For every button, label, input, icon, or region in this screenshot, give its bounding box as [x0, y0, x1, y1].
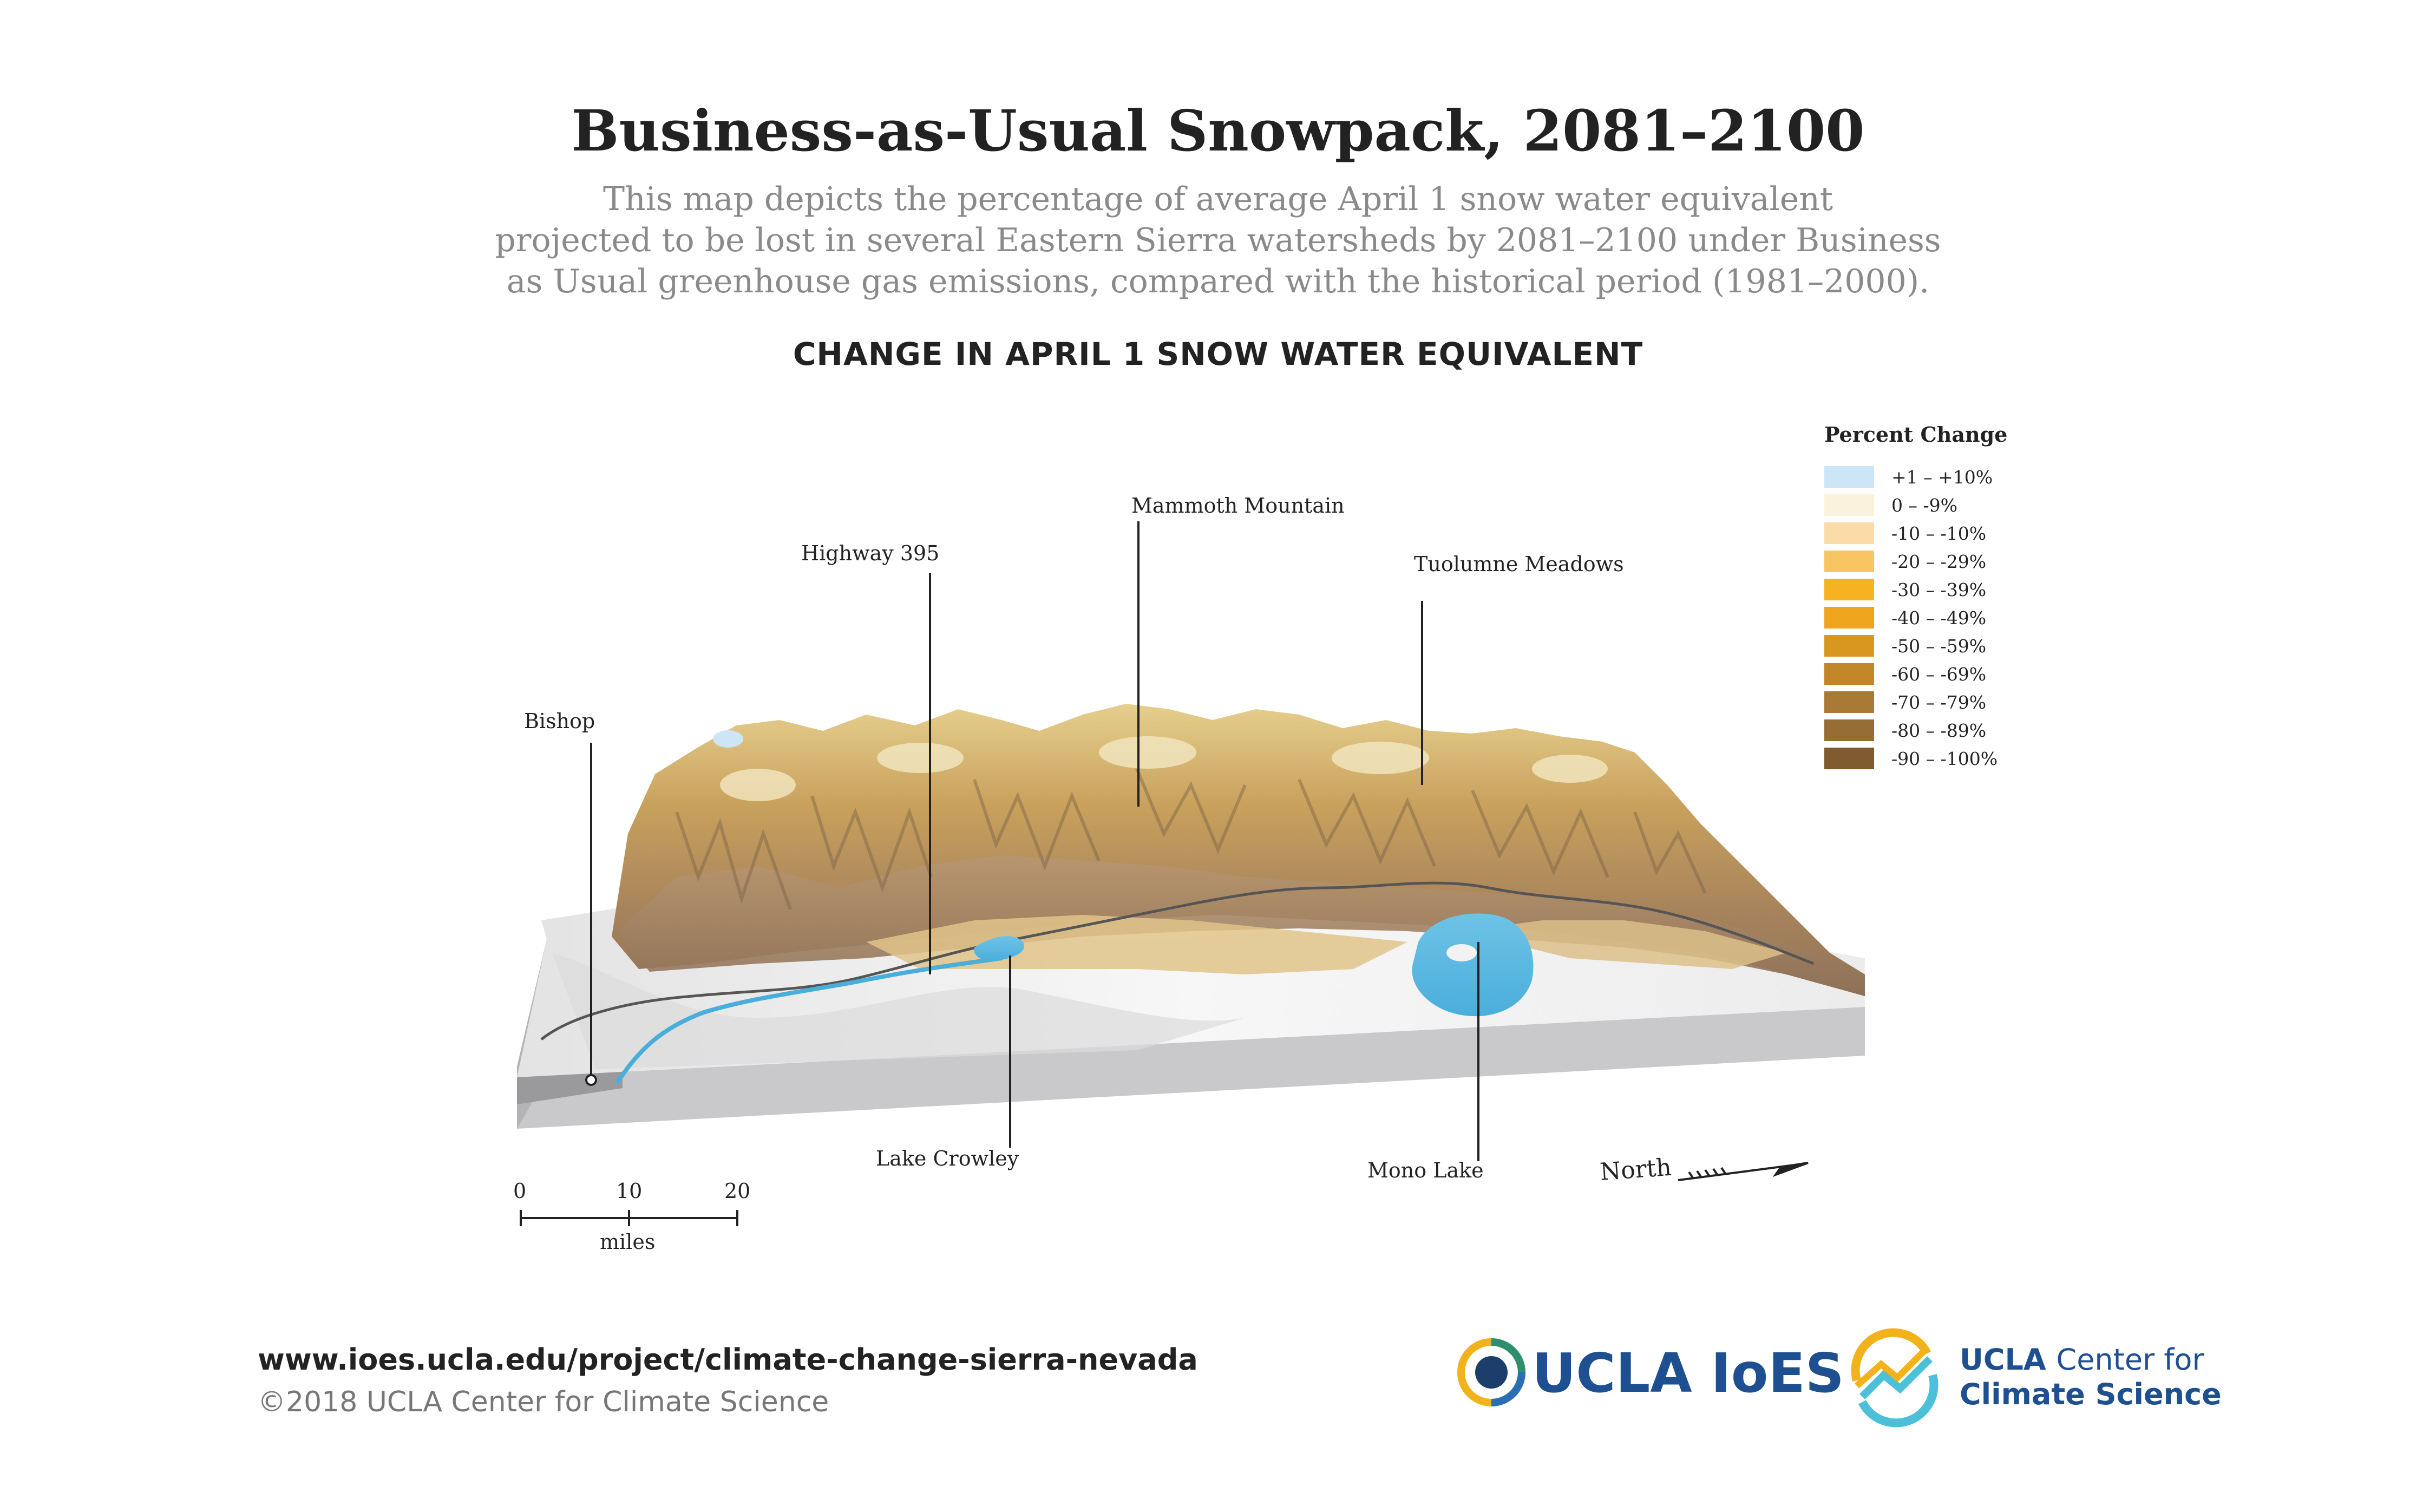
lake-crowley	[974, 936, 1024, 961]
legend-swatch	[1824, 466, 1874, 488]
label-lake-crowley: Lake Crowley	[876, 1147, 1019, 1170]
highway-395-line	[540, 881, 1814, 1040]
scale-tick-10: 10	[616, 1179, 643, 1203]
legend-row: -60 – -69%	[1824, 660, 2052, 688]
ccs-line-2: Climate Science	[1960, 1377, 2222, 1411]
ioes-ring-icon	[1457, 1338, 1525, 1406]
section-heading: CHANGE IN APRIL 1 SNOW WATER EQUIVALENT	[793, 336, 1643, 372]
legend-swatch	[1824, 522, 1874, 544]
mono-lake	[1412, 913, 1534, 1017]
scale-unit: miles	[600, 1230, 656, 1254]
legend-swatch	[1824, 719, 1874, 741]
footer-url[interactable]: www.ioes.ucla.edu/project/climate-change…	[258, 1343, 1198, 1377]
north-arrow	[1678, 1162, 1809, 1181]
subtitle-line-3: as Usual greenhouse gas emissions, compa…	[506, 263, 1930, 300]
climate-science-icon	[1851, 1328, 1939, 1428]
legend-label: +1 – +10%	[1891, 466, 1993, 488]
subtitle-line-2: projected to be lost in several Eastern …	[495, 221, 1941, 259]
legend-label: -90 – -100%	[1891, 748, 1998, 769]
snowcap-highlights	[720, 736, 1608, 801]
legend-title: Percent Change	[1824, 422, 2008, 447]
subtitle-line-1: This map depicts the percentage of avera…	[603, 180, 1833, 218]
legend-swatch	[1824, 494, 1874, 516]
legend-row: -10 – -10%	[1824, 519, 2052, 547]
legend-swatch	[1824, 607, 1874, 629]
label-tuolumne-meadows: Tuolumne Meadows	[1414, 552, 1624, 576]
block-front-face	[517, 1007, 1865, 1129]
legend-label: -70 – -79%	[1891, 691, 1987, 713]
legend-swatch	[1824, 579, 1874, 600]
legend-row: -90 – -100%	[1824, 744, 2052, 773]
foothill-band-east	[1462, 920, 1786, 969]
valley-shading	[552, 953, 1245, 1069]
legend-label: -20 – -29%	[1891, 551, 1987, 572]
ioes-logo-text: UCLA IoES	[1532, 1341, 1844, 1405]
label-mammoth-mountain: Mammoth Mountain	[1131, 494, 1345, 518]
map-title: Business-as-Usual Snowpack, 2081–2100	[571, 97, 1865, 164]
legend-label: -10 – -10%	[1891, 522, 1987, 544]
legend-row: -40 – -49%	[1824, 604, 2052, 632]
legend-row: -50 – -59%	[1824, 632, 2052, 660]
legend-label: -30 – -39%	[1891, 579, 1987, 600]
legend-row: 0 – -9%	[1824, 491, 2052, 519]
legend-label: -60 – -69%	[1891, 663, 1987, 685]
label-mono-lake: Mono Lake	[1367, 1158, 1484, 1182]
scale-tick-20: 20	[724, 1179, 751, 1203]
legend-row: -30 – -39%	[1824, 575, 2052, 604]
legend-swatch	[1824, 691, 1874, 713]
small-blue-patch	[713, 730, 743, 748]
label-bishop: Bishop	[524, 709, 595, 733]
scale-bar	[520, 1210, 738, 1226]
label-highway-395: Highway 395	[801, 541, 940, 565]
legend-row: -20 – -29%	[1824, 547, 2052, 575]
ccs-word-ucla: UCLA	[1960, 1343, 2046, 1377]
legend-swatch	[1824, 748, 1874, 769]
footer-copyright: ©2018 UCLA Center for Climate Science	[258, 1386, 829, 1418]
map-subtitle: This map depicts the percentage of avera…	[487, 179, 1949, 302]
legend-label: -50 – -59%	[1891, 635, 1987, 657]
mono-lake-island	[1446, 944, 1477, 961]
owens-river	[615, 956, 1002, 1084]
legend-row: -70 – -79%	[1824, 688, 2052, 716]
ioes-word-ioes: IoES	[1711, 1341, 1844, 1405]
scale-tick-0: 0	[513, 1179, 527, 1203]
legend-swatch	[1824, 551, 1874, 572]
legend-swatch	[1824, 663, 1874, 685]
legend-label: 0 – -9%	[1891, 494, 1957, 516]
legend-row: +1 – +10%	[1824, 463, 2052, 491]
bishop-marker	[585, 1074, 597, 1086]
climate-science-logo-text: UCLA Center for Climate Science	[1960, 1343, 2222, 1412]
ccs-line-1: UCLA Center for	[1960, 1343, 2222, 1377]
legend-rows: +1 – +10% 0 – -9% -10 – -10% -20 – -29% -30 …	[1824, 463, 2052, 773]
legend-row: -80 – -89%	[1824, 716, 2052, 744]
label-north: North	[1599, 1153, 1673, 1186]
legend-label: -80 – -89%	[1891, 719, 1987, 741]
legend-swatch	[1824, 635, 1874, 657]
legend-label: -40 – -49%	[1891, 607, 1987, 629]
ridge-texture	[675, 768, 1707, 911]
legend: Percent Change +1 – +10% 0 – -9% -10 – -10…	[1824, 422, 2052, 773]
ioes-word-ucla: UCLA	[1532, 1341, 1692, 1405]
ccs-word-center: Center for	[2056, 1343, 2204, 1377]
